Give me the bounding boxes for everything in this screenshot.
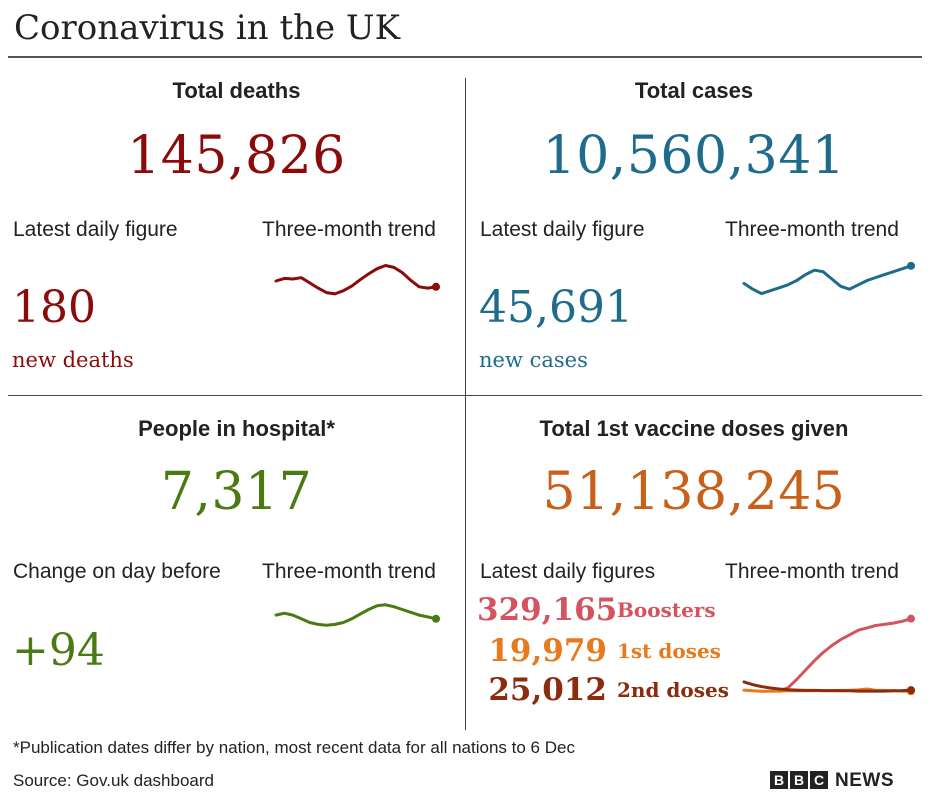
deaths-heading: Total deaths bbox=[172, 78, 301, 103]
vaccine-trend-label: Three-month trend bbox=[725, 560, 899, 583]
horizontal-divider bbox=[8, 395, 922, 396]
deaths-total: 145,826 bbox=[127, 126, 346, 186]
news-wordmark: NEWS bbox=[835, 770, 894, 791]
hospital-trend-label: Three-month trend bbox=[262, 560, 436, 583]
cases-heading: Total cases bbox=[634, 78, 754, 103]
deaths-daily-value: 180 bbox=[12, 282, 96, 333]
bbc-letter: B bbox=[790, 771, 808, 790]
deaths-daily-unit: new deaths bbox=[12, 348, 134, 372]
cases-trend-line bbox=[742, 264, 913, 296]
vaccine-total: 51,138,245 bbox=[542, 462, 846, 522]
deaths-trend-label: Three-month trend bbox=[262, 218, 436, 241]
hospital-total: 7,317 bbox=[160, 462, 313, 522]
cases-latest-label: Latest daily figure bbox=[480, 218, 645, 241]
deaths-trend-chart bbox=[274, 264, 440, 296]
first-doses-value: 19,979 bbox=[488, 633, 607, 669]
hospital-daily-change: +94 bbox=[12, 625, 105, 676]
vaccine-heading: Total 1st vaccine doses given bbox=[539, 416, 849, 441]
second-doses-label: 2nd doses bbox=[617, 678, 729, 702]
hospital-trend-end-point bbox=[432, 614, 440, 623]
source-note: Source: Gov.uk dashboard bbox=[13, 771, 214, 790]
deaths-trend-end-point bbox=[432, 282, 440, 291]
cases-trend-chart bbox=[742, 261, 915, 296]
boosters-label: Boosters bbox=[617, 598, 716, 622]
deaths-latest-label: Latest daily figure bbox=[13, 218, 178, 241]
2nd-doses-end-point bbox=[907, 686, 915, 695]
bbc-letter: B bbox=[770, 771, 788, 790]
cases-trend-end-point bbox=[907, 261, 915, 270]
cases-total: 10,560,341 bbox=[542, 126, 846, 186]
second-doses-value: 25,012 bbox=[488, 672, 607, 708]
boosters-line bbox=[777, 617, 913, 693]
bbc-letter: C bbox=[810, 771, 828, 790]
cases-daily-value: 45,691 bbox=[479, 282, 633, 333]
hospital-trend-chart bbox=[274, 603, 440, 627]
hospital-heading: People in hospital* bbox=[138, 416, 335, 441]
vertical-divider bbox=[465, 78, 466, 730]
2nd-doses-line bbox=[742, 680, 913, 693]
title-rule bbox=[8, 56, 922, 58]
cases-trend-label: Three-month trend bbox=[725, 218, 899, 241]
vaccine-trend-chart bbox=[742, 614, 915, 696]
boosters-value: 329,165 bbox=[477, 592, 618, 628]
first-doses-label: 1st doses bbox=[617, 639, 721, 663]
hospital-latest-label: Change on day before bbox=[13, 560, 221, 583]
deaths-trend-line bbox=[274, 264, 438, 296]
boosters-end-point bbox=[907, 614, 915, 623]
cases-daily-unit: new cases bbox=[479, 348, 588, 372]
page-title: Coronavirus in the UK bbox=[14, 8, 400, 48]
hospital-trend-line bbox=[274, 603, 438, 627]
vaccine-latest-label: Latest daily figures bbox=[480, 560, 656, 583]
bbc-news-logo: B B C NEWS bbox=[770, 770, 894, 792]
footnote: *Publication dates differ by nation, mos… bbox=[13, 738, 575, 757]
